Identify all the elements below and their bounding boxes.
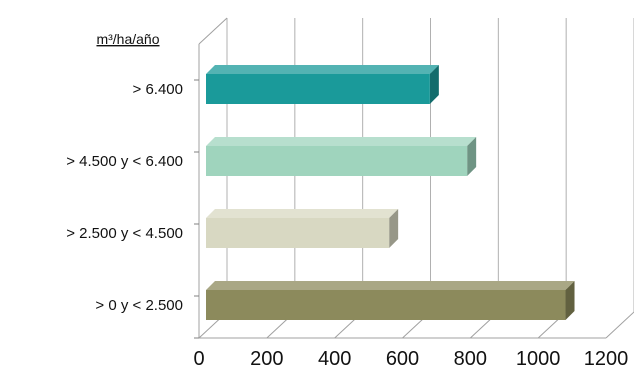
- x-tick-label: 600: [386, 348, 419, 370]
- x-tick-label: 0: [193, 348, 204, 370]
- x-tick-label: 1000: [516, 348, 561, 370]
- bar-end-face: [389, 209, 399, 248]
- bar-top-face: [206, 65, 439, 74]
- bars: [206, 65, 575, 320]
- unit-header-label: m³/ha/año: [96, 31, 159, 47]
- x-tick-label: 400: [318, 348, 351, 370]
- category-label: > 0 y < 2.500: [95, 297, 183, 314]
- bar-front-face: [206, 146, 468, 176]
- category-label: > 2.500 y < 4.500: [66, 225, 183, 242]
- x-tick-label: 800: [454, 348, 487, 370]
- bar: [206, 281, 575, 320]
- bar-front-face: [206, 290, 566, 320]
- x-tick-label: 200: [250, 348, 283, 370]
- x-tick-label: 1200: [584, 348, 629, 370]
- bar-end-face: [565, 281, 575, 320]
- category-label: > 4.500 y < 6.400: [66, 153, 183, 170]
- bar-front-face: [206, 74, 430, 104]
- category-labels: > 6.400 > 4.500 y < 6.400 > 2.500 y < 4.50…: [66, 81, 183, 314]
- bar: [206, 209, 399, 248]
- bar-front-face: [206, 218, 390, 248]
- x-axis-ticks: 0 200 400 600 800 1000 1200: [193, 79, 629, 370]
- category-label: > 6.400: [133, 81, 183, 98]
- bar: [206, 137, 477, 176]
- bar-top-face: [206, 137, 477, 146]
- side-wall-top-edge: [198, 17, 228, 45]
- bar: [206, 65, 439, 104]
- bar-top-face: [206, 209, 399, 218]
- bar-top-face: [206, 281, 575, 290]
- bar-end-face: [467, 137, 477, 176]
- bar-end-face: [429, 65, 439, 104]
- gridline-floor: [605, 311, 634, 339]
